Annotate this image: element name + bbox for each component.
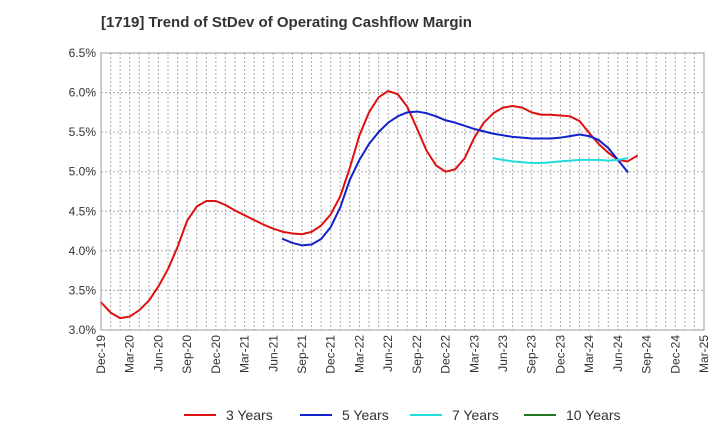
legend-swatch <box>410 414 442 416</box>
legend-swatch <box>184 414 216 416</box>
x-tick-label: Dec-19 <box>94 335 108 374</box>
series-line <box>100 89 638 320</box>
x-tick-label: Mar-22 <box>352 335 366 373</box>
y-tick-label: 4.5% <box>69 204 97 218</box>
x-axis-ticks: Dec-19 Mar-20 Jun-20 Sep-20 Dec-20 Mar-21 Jun-… <box>94 335 711 374</box>
x-tick-label: Sep-20 <box>180 335 194 374</box>
y-tick-label: 3.0% <box>69 323 97 337</box>
y-tick-label: 5.0% <box>69 165 97 179</box>
x-tick-label: Dec-20 <box>209 335 223 374</box>
x-tick-label: Sep-24 <box>640 335 654 374</box>
y-tick-label: 5.5% <box>69 125 97 139</box>
x-tick-label: Sep-23 <box>525 335 539 374</box>
x-tick-label: Jun-21 <box>266 335 280 372</box>
grid <box>101 53 704 330</box>
legend-item: 10 Years <box>524 405 621 425</box>
x-tick-label: Mar-24 <box>582 335 596 373</box>
legend-label: 10 Years <box>566 407 621 423</box>
x-tick-label: Dec-22 <box>439 335 453 374</box>
y-tick-label: 3.5% <box>69 283 97 297</box>
legend: 3 Years 5 Years 7 Years 10 Years <box>0 405 720 425</box>
series-line <box>281 110 629 247</box>
x-tick-label: Jun-22 <box>381 335 395 372</box>
plot-frame <box>100 52 705 331</box>
x-tick-label: Dec-21 <box>324 335 338 374</box>
y-tick-label: 6.5% <box>69 46 97 60</box>
legend-item: 7 Years <box>410 405 499 425</box>
x-tick-label: Sep-22 <box>410 335 424 374</box>
series-lines <box>100 89 638 320</box>
legend-swatch <box>524 414 556 416</box>
legend-label: 5 Years <box>342 407 389 423</box>
x-tick-label: Mar-23 <box>467 335 481 373</box>
legend-item: 5 Years <box>300 405 389 425</box>
x-tick-label: Mar-25 <box>697 335 711 373</box>
chart-title: [1719] Trend of StDev of Operating Cashf… <box>101 14 472 31</box>
x-tick-label: Jun-20 <box>151 335 165 372</box>
y-tick-label: 4.0% <box>69 244 97 258</box>
legend-swatch <box>300 414 332 416</box>
x-tick-label: Dec-24 <box>668 335 682 374</box>
y-tick-label: 6.0% <box>69 86 97 100</box>
x-tick-label: Jun-23 <box>496 335 510 372</box>
x-tick-label: Dec-23 <box>553 335 567 374</box>
y-axis-ticks: 3.0% 3.5% 4.0% 4.5% 5.0% 5.5% 6.0% 6.5% <box>69 46 97 337</box>
legend-label: 7 Years <box>452 407 499 423</box>
x-tick-label: Sep-21 <box>295 335 309 374</box>
x-tick-label: Mar-20 <box>123 335 137 373</box>
legend-label: 3 Years <box>226 407 273 423</box>
x-tick-label: Jun-24 <box>611 335 625 372</box>
x-tick-label: Mar-21 <box>238 335 252 373</box>
legend-item: 3 Years <box>184 405 273 425</box>
series-line <box>492 157 629 165</box>
